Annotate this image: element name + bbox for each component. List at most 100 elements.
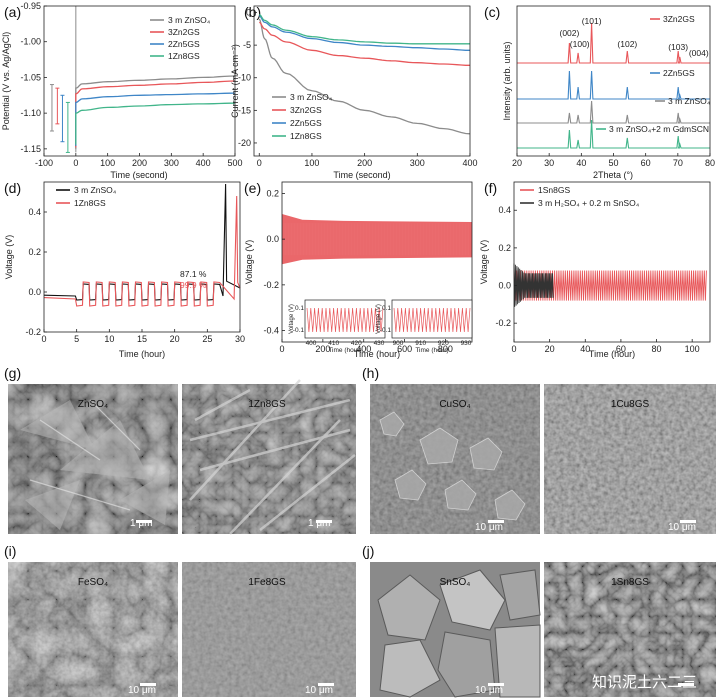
legend-entry: 3 m ZnSO₄ [668, 96, 711, 106]
inset-ylabel: Voltage (V) [376, 304, 382, 334]
x-tick-label: 0 [511, 344, 516, 354]
watermark: 知识泥土六二三 [592, 674, 697, 691]
panel-i-label: (i) [4, 543, 16, 559]
scale-label: 1 μm [308, 518, 330, 529]
legend-entry: 2Zn5GS [663, 68, 695, 78]
panel-c-label: (c) [484, 4, 500, 20]
x-tick-label: 200 [357, 158, 372, 168]
panel-b-ylabel: Current (mA cm⁻²) [230, 44, 240, 118]
panel-g: (g) ZnSO₄ 1 μm 1Zn8GS 1 μm [0, 365, 360, 536]
xrd-pattern-4 [517, 119, 710, 149]
panel-b-label: (b) [244, 4, 261, 20]
panel-f: 0 20 40 60 80 100 0.4 0.2 0.0 -0.2 Time (hour) V… [479, 181, 711, 359]
sem-image-cuso4 [370, 384, 540, 534]
x-tick-label: 80 [705, 158, 715, 168]
scale-label: 10 μm [305, 685, 333, 696]
x-tick-label: 100 [304, 158, 319, 168]
scale-label: 10 μm [668, 522, 696, 533]
x-tick-label: 300 [410, 158, 425, 168]
inset-y-tick-label: -0.1 [380, 327, 392, 334]
legend-entry: 1Zn8GS [290, 131, 322, 141]
x-tick-label: 60 [641, 158, 651, 168]
inset-trace [306, 307, 384, 333]
y-tick-label: -1.15 [20, 144, 41, 154]
legend-entry: 3 m ZnSO₄+2 m GdmSCN [609, 124, 709, 134]
inset-x-tick-label: 930 [461, 340, 472, 347]
line-series-3 [75, 92, 236, 146]
inset-ylabel: Voltage (V) [289, 304, 295, 334]
y-tick-label: 0.2 [266, 188, 279, 198]
x-tick-label: 60 [616, 344, 626, 354]
panel-f-ylabel: Voltage (V) [479, 240, 489, 285]
scale-bar [318, 683, 334, 686]
panel-h-label: (h) [362, 365, 379, 381]
line-series-4 [75, 102, 236, 145]
y-tick-label: -1.00 [20, 37, 41, 47]
panel-d-xlabel: Time (hour) [119, 349, 165, 359]
sem-image-feso4 [8, 562, 178, 697]
sem-image-snso4 [370, 562, 541, 698]
panel-b-xlabel: Time (second) [333, 170, 390, 180]
panel-b-legend: 3 m ZnSO₄ 3Zn2GS 2Zn5GS 1Zn8GS [272, 92, 333, 141]
x-tick-label: 30 [235, 334, 245, 344]
x-tick-label: -100 [35, 158, 53, 168]
panel-e-y-ticks: 0.2 0.0 -0.2 -0.4 [263, 188, 285, 336]
inset-x-tick-label: 420 [351, 340, 362, 347]
sem-image-1fe8gs [182, 562, 356, 697]
xrd-pattern-2 [517, 70, 710, 100]
panel-f-plot [513, 263, 707, 307]
panel-b-y-ticks: 0 -5 -10 -15 -20 [238, 8, 257, 148]
panel-a-frame [43, 5, 236, 157]
sem-image-znso4 [8, 384, 178, 534]
panel-e-inset-2: 900 910 920 930 0.1 -0.1 Time (hour) Voltage (V… [376, 299, 473, 354]
panel-e-x-ticks: 0 200 400 600 800 [279, 339, 453, 354]
panel-c-peak-labels: (002)(100) (101) (102) (103)(004) [560, 16, 709, 58]
panel-f-x-ticks: 0 20 40 60 80 100 [511, 339, 700, 354]
sem-image-1sn8gs [544, 562, 716, 697]
line-series-3 [259, 15, 470, 51]
y-tick-label: 0.4 [498, 205, 511, 215]
x-tick-label: 20 [545, 344, 555, 354]
x-tick-label: 400 [462, 158, 477, 168]
y-tick-label: -0.2 [25, 327, 41, 337]
line-series-1 [258, 18, 471, 135]
y-tick-label: -0.2 [263, 280, 279, 290]
inset-x-tick-label: 900 [393, 340, 404, 347]
panel-a: -100 0 100 200 300 400 500 -0.95 -1.00 -1.05 -1.1… [1, 1, 243, 180]
y-tick-label: 0.4 [28, 207, 41, 217]
y-tick-label: -20 [238, 138, 251, 148]
inset-xlabel: Time (hour) [415, 347, 448, 354]
panel-g-label: (g) [4, 365, 21, 381]
panel-e-plot [282, 214, 472, 265]
x-tick-label: 0 [257, 158, 262, 168]
legend-entry: 3Zn2GS [663, 14, 695, 24]
y-tick-label: 0.2 [28, 247, 41, 257]
y-tick-label: 0.0 [266, 234, 279, 244]
panel-e-ylabel: Voltage (V) [244, 240, 254, 285]
x-tick-label: 600 [397, 344, 412, 354]
inset-y-tick-label: 0.1 [295, 305, 304, 312]
panel-c: 20 30 40 50 60 70 80 2Theta (°) Intensity (arb… [502, 5, 715, 180]
x-tick-label: 20 [512, 158, 522, 168]
inset-frame [391, 299, 473, 339]
scale-label: 10 μm [475, 522, 503, 533]
peak-label: (002) [560, 28, 580, 38]
y-tick-label: 0.0 [28, 287, 41, 297]
peak-label: (004) [689, 48, 709, 58]
line-series-2 [75, 80, 236, 148]
panel-d-ylabel: Voltage (V) [4, 235, 14, 280]
panel-c-x-ticks: 20 30 40 50 60 70 80 [512, 153, 715, 168]
inset-y-tick-label: -0.1 [293, 327, 305, 334]
x-tick-label: 40 [580, 344, 590, 354]
y-tick-label: -0.2 [495, 318, 511, 328]
legend-entry: 3 m ZnSO₄ [168, 15, 211, 25]
line-series-1 [43, 183, 241, 301]
legend-entry: 1Sn8GS [538, 185, 570, 195]
legend-entry: 3Zn2GS [290, 105, 322, 115]
line-series-1 [75, 75, 236, 149]
panel-d-y-ticks: -0.2 0.0 0.2 0.4 [25, 207, 47, 337]
scale-bar [488, 683, 504, 686]
x-tick-label: 800 [438, 344, 453, 354]
panel-b-frame [253, 5, 471, 157]
scale-bar [680, 520, 696, 523]
